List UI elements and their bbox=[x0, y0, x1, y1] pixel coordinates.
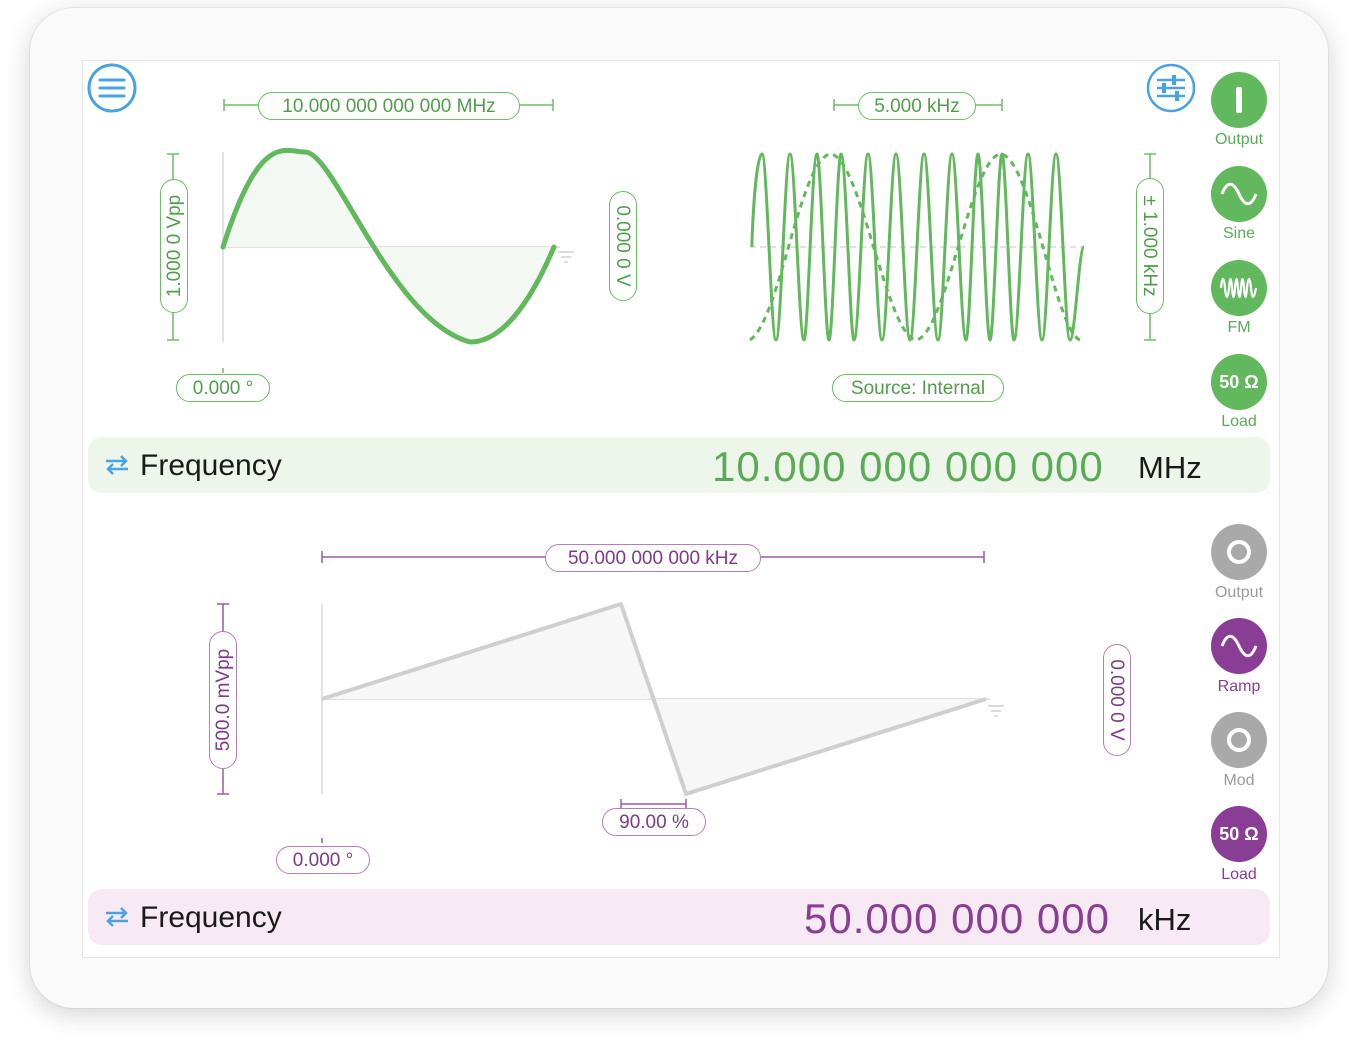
load-icon: 50 Ω bbox=[1219, 823, 1259, 844]
ramp-wave-icon bbox=[1220, 634, 1258, 658]
channel1-param-value[interactable]: 10.000 000 000 000 bbox=[712, 443, 1104, 490]
channel1-phase-marker[interactable]: 0.000 ° bbox=[176, 374, 270, 402]
channel1-offset-marker[interactable]: 0.000 0 V bbox=[609, 191, 637, 301]
channel1-source-marker[interactable]: Source: Internal bbox=[832, 374, 1004, 402]
swap-arrows-icon[interactable] bbox=[104, 907, 130, 927]
channel2-parameter-bar[interactable]: Frequency 50.000 000 000 kHz bbox=[88, 889, 1270, 945]
channel1-frequency-marker[interactable]: 10.000 000 000 000 MHz bbox=[258, 92, 520, 120]
channel1-deviation-marker[interactable]: ± 1.000 kHz bbox=[1136, 178, 1164, 314]
mod-off-icon bbox=[1227, 728, 1251, 752]
sine-wave-icon bbox=[1220, 182, 1258, 206]
channel2-symmetry-marker[interactable]: 90.00 % bbox=[602, 808, 706, 836]
channel1-sine-label: Sine bbox=[1222, 225, 1256, 242]
channel1-param-name: Frequency bbox=[140, 449, 282, 482]
channel1-sine-button[interactable] bbox=[1211, 166, 1267, 222]
channel1-fm-plot[interactable] bbox=[740, 90, 1180, 390]
fm-wave-icon bbox=[1219, 277, 1258, 299]
channel2-output-button[interactable] bbox=[1211, 524, 1267, 580]
sliders-icon[interactable] bbox=[1145, 62, 1197, 114]
channel1-parameter-bar[interactable]: Frequency 10.000 000 000 000 MHz bbox=[88, 437, 1270, 493]
channel1-fm-label: FM bbox=[1227, 319, 1251, 336]
channel1-sine-plot[interactable] bbox=[160, 90, 600, 390]
channel2-load-button[interactable]: 50 Ω bbox=[1211, 806, 1267, 862]
swap-arrows-icon[interactable] bbox=[104, 455, 130, 475]
channel2-ramp-button[interactable] bbox=[1211, 618, 1267, 674]
channel2-output-label: Output bbox=[1214, 584, 1264, 601]
channel1-fm-button[interactable] bbox=[1211, 260, 1267, 316]
channel2-phase-marker[interactable]: 0.000 ° bbox=[276, 846, 370, 874]
channel1-param-unit[interactable]: MHz bbox=[1138, 450, 1202, 485]
channel1-output-label: Output bbox=[1214, 131, 1264, 148]
channel2-mod-label: Mod bbox=[1223, 772, 1255, 789]
channel2-ramp-label: Ramp bbox=[1217, 678, 1261, 695]
output-off-icon bbox=[1227, 540, 1251, 564]
channel2-mod-button[interactable] bbox=[1211, 712, 1267, 768]
channel2-offset-marker[interactable]: 0.000 0 V bbox=[1103, 644, 1131, 756]
hamburger-menu-icon[interactable] bbox=[86, 62, 138, 114]
channel1-load-button[interactable]: 50 Ω bbox=[1211, 354, 1267, 410]
channel2-param-name: Frequency bbox=[140, 901, 282, 934]
channel2-param-unit[interactable]: kHz bbox=[1138, 902, 1192, 937]
channel1-output-button[interactable] bbox=[1211, 72, 1267, 128]
channel1-mod-rate-marker[interactable]: 5.000 kHz bbox=[858, 92, 976, 120]
channel1-amplitude-marker[interactable]: 1.000 0 Vpp bbox=[160, 179, 188, 313]
power-icon bbox=[1236, 87, 1242, 113]
channel2-param-value[interactable]: 50.000 000 000 bbox=[804, 895, 1110, 942]
channel2-load-label: Load bbox=[1221, 866, 1257, 883]
channel2-frequency-marker[interactable]: 50.000 000 000 kHz bbox=[545, 544, 761, 572]
channel1-load-label: Load bbox=[1221, 413, 1257, 430]
channel2-amplitude-marker[interactable]: 500.0 mVpp bbox=[209, 631, 237, 769]
load-icon: 50 Ω bbox=[1219, 371, 1259, 392]
